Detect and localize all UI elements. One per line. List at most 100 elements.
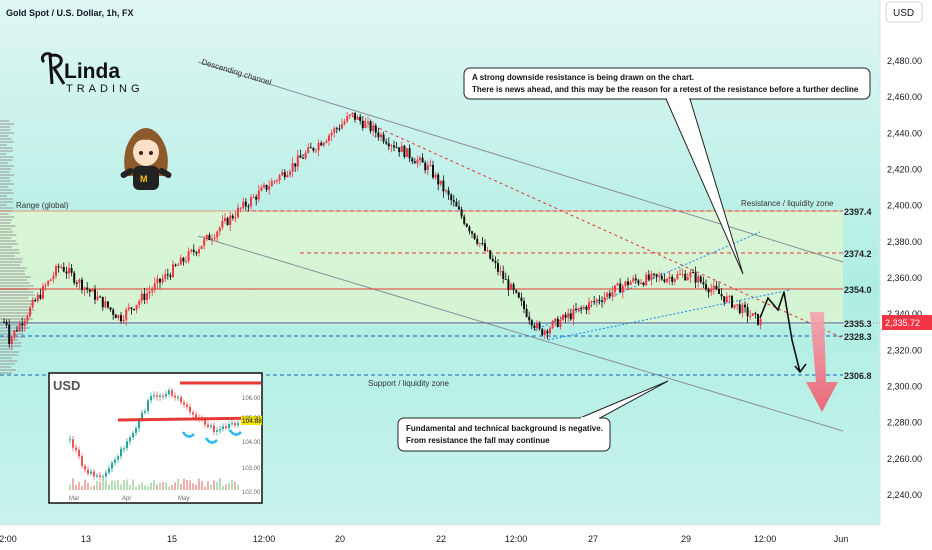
candle-body bbox=[551, 321, 554, 329]
inset-candle-body bbox=[216, 430, 218, 432]
candle-body bbox=[21, 323, 24, 326]
volume-profile-bar bbox=[0, 135, 9, 137]
candle-body bbox=[749, 316, 752, 317]
inset-volume-bar bbox=[123, 480, 125, 490]
candle-body bbox=[203, 239, 206, 246]
candle-body bbox=[759, 319, 762, 325]
candle-body bbox=[395, 147, 398, 149]
candle-body bbox=[645, 274, 648, 286]
time-axis-label: 27 bbox=[588, 534, 598, 544]
candle-body bbox=[122, 319, 125, 322]
candle-body bbox=[624, 281, 627, 286]
candle-body bbox=[169, 275, 172, 278]
candle-body bbox=[741, 304, 744, 314]
candle-body bbox=[528, 316, 531, 321]
volume-profile-bar bbox=[0, 357, 12, 359]
price-axis-label: 2,460.00 bbox=[887, 92, 922, 102]
symbol-title: Gold Spot / U.S. Dollar, 1h, FX bbox=[6, 8, 134, 18]
inset-candle-body bbox=[225, 426, 227, 429]
candle-body bbox=[239, 207, 242, 209]
volume-profile-bar bbox=[0, 291, 34, 293]
inset-volume-bar bbox=[180, 483, 182, 490]
price-axis-label: 2,280.00 bbox=[887, 418, 922, 428]
inset-volume-bar bbox=[150, 482, 152, 490]
candle-body bbox=[400, 145, 403, 153]
candle-body bbox=[494, 260, 497, 264]
candle-body bbox=[476, 239, 479, 244]
inset-y-label-103: 103.00 bbox=[242, 466, 261, 472]
candle-body bbox=[437, 174, 440, 185]
candle-body bbox=[447, 190, 450, 195]
candle-body bbox=[590, 301, 593, 303]
inset-volume-bar bbox=[111, 480, 113, 490]
inset-volume-bar bbox=[78, 482, 80, 490]
candle-body bbox=[634, 278, 637, 281]
inset-candle-body bbox=[228, 424, 230, 429]
candle-body bbox=[94, 289, 96, 300]
candle-body bbox=[616, 283, 619, 286]
time-axis-label: 15 bbox=[167, 534, 177, 544]
inset-candles bbox=[69, 387, 239, 481]
candle-body bbox=[172, 264, 174, 277]
candle-body bbox=[125, 309, 128, 320]
candle-body bbox=[455, 202, 458, 207]
inset-title: USD bbox=[53, 378, 80, 393]
candle-body bbox=[268, 186, 271, 190]
candle-body bbox=[315, 150, 317, 152]
candle-body bbox=[338, 128, 341, 130]
inset-volume-bar bbox=[156, 484, 158, 490]
candle-body bbox=[751, 313, 754, 316]
inset-candle-body bbox=[156, 395, 158, 397]
candle-body bbox=[234, 217, 237, 219]
inset-volume-bar bbox=[222, 486, 224, 490]
candle-body bbox=[224, 218, 226, 221]
candle-body bbox=[153, 283, 156, 290]
candle-body bbox=[242, 201, 245, 208]
candle-body bbox=[499, 271, 502, 273]
volume-profile-bar bbox=[0, 153, 7, 155]
inset-volume bbox=[69, 478, 239, 490]
candle-body bbox=[237, 207, 239, 218]
candle-body bbox=[694, 272, 697, 283]
candle-body bbox=[265, 184, 268, 190]
candle-body bbox=[276, 180, 278, 182]
candle-body bbox=[226, 218, 229, 225]
candle-body bbox=[582, 306, 585, 309]
candle-body bbox=[403, 145, 406, 157]
inset-volume-bar bbox=[177, 478, 179, 490]
candle-body bbox=[135, 304, 138, 310]
volume-profile-bar bbox=[0, 276, 31, 278]
candle-body bbox=[325, 140, 328, 143]
volume-profile-bar bbox=[0, 207, 14, 209]
candle-body bbox=[543, 330, 546, 336]
inset-volume-bar bbox=[120, 484, 122, 490]
inset-candle-body bbox=[180, 397, 182, 403]
inset-volume-bar bbox=[114, 481, 116, 490]
volume-profile-bar bbox=[0, 372, 13, 374]
inset-volume-bar bbox=[81, 486, 83, 490]
volume-profile-bar bbox=[0, 363, 15, 365]
inset-candle-body bbox=[168, 390, 170, 395]
candle-body bbox=[385, 141, 388, 144]
candle-body bbox=[525, 308, 528, 317]
volume-profile-bar bbox=[0, 369, 16, 371]
callout-bottom-line2: From resistance the fall may continue bbox=[406, 436, 550, 445]
callout-bottom-line1: Fundamental and technical background is … bbox=[406, 424, 603, 433]
candle-body bbox=[307, 147, 310, 153]
candle-body bbox=[143, 293, 146, 300]
candle-body bbox=[127, 307, 130, 310]
inset-volume-bar bbox=[204, 486, 206, 490]
currency-button[interactable] bbox=[885, 1, 923, 23]
inset-candle-body bbox=[105, 472, 107, 477]
candle-body bbox=[642, 282, 645, 286]
inset-volume-bar bbox=[153, 480, 155, 490]
candle-body bbox=[3, 321, 5, 323]
candle-body bbox=[504, 278, 507, 280]
candle-body bbox=[562, 314, 564, 320]
candle-body bbox=[205, 235, 208, 240]
candle-body bbox=[588, 302, 590, 310]
level-label-2354: 2354.0 bbox=[844, 285, 872, 295]
candle-body bbox=[567, 313, 570, 318]
inset-volume-bar bbox=[147, 486, 149, 490]
